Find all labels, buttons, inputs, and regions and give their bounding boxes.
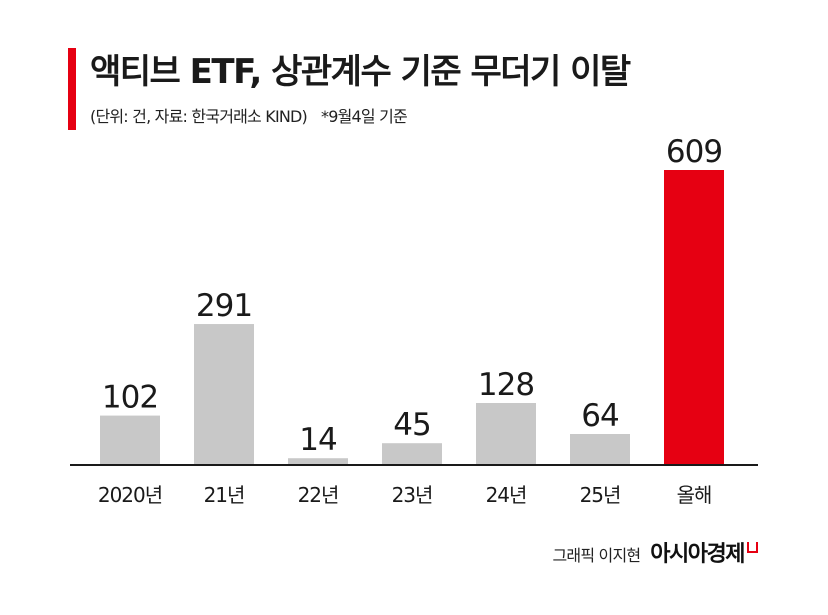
data-label-1: 291 <box>196 288 252 324</box>
category-label-1: 21년 <box>204 483 245 507</box>
bar-5 <box>570 433 630 465</box>
chart-subtitle: (단위: 건, 자료: 한국거래소 KIND) *9월4일 기준 <box>90 103 408 127</box>
unit-source-label: (단위: 건, 자료: 한국거래소 KIND) <box>90 107 308 126</box>
bar-1 <box>194 324 254 465</box>
data-label-4: 128 <box>478 367 534 403</box>
data-label-5: 64 <box>581 398 618 434</box>
data-label-6: 609 <box>666 134 722 170</box>
category-label-5: 25년 <box>580 483 621 507</box>
data-label-2: 14 <box>299 422 336 458</box>
credit: 그래픽 이지현 아시아경제 <box>552 536 758 568</box>
category-label-4: 24년 <box>486 483 527 507</box>
title-accent-bar <box>68 48 76 130</box>
category-label-3: 23년 <box>392 483 433 507</box>
bar-6 <box>664 170 724 465</box>
data-label-0: 102 <box>102 380 158 416</box>
date-note: *9월4일 기준 <box>321 107 408 126</box>
graphic-author: 그래픽 이지현 <box>552 546 641 565</box>
bar-2 <box>288 458 348 465</box>
chart-title: 액티브 ETF, 상관계수 기준 무더기 이탈 <box>90 52 631 92</box>
data-label-3: 45 <box>393 407 430 443</box>
brand-mark-icon <box>747 542 758 553</box>
category-label-6: 올해 <box>677 483 712 507</box>
category-label-2: 22년 <box>298 483 339 507</box>
brand-logo-text: 아시아경제 <box>650 542 745 567</box>
category-label-0: 2020년 <box>98 483 162 507</box>
bar-4 <box>476 402 536 465</box>
bar-0 <box>100 415 160 465</box>
bar-3 <box>382 443 442 465</box>
